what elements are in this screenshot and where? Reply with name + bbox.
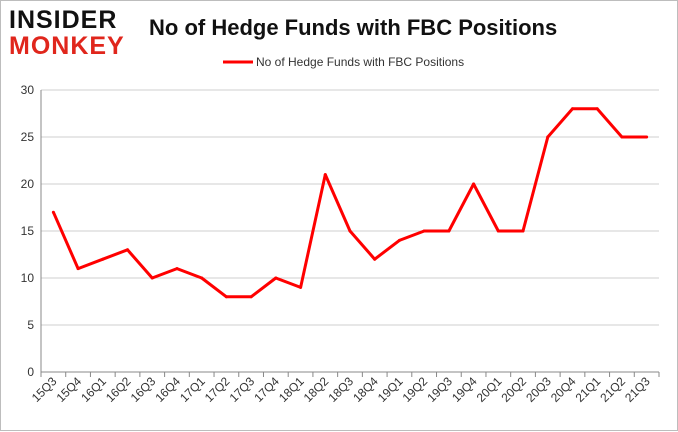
data-point <box>224 295 228 299</box>
x-tick-label: 16Q2 <box>103 374 134 405</box>
x-tick-label: 18Q3 <box>325 374 356 405</box>
x-tick-label: 18Q1 <box>276 374 307 405</box>
x-tick-label: 16Q1 <box>78 374 109 405</box>
data-point <box>472 182 476 186</box>
x-tick-label: 20Q3 <box>523 374 554 405</box>
grid-layer <box>41 89 659 326</box>
x-tick-label: 17Q1 <box>177 374 208 405</box>
data-point <box>299 285 303 289</box>
x-tick-label: 20Q1 <box>474 374 505 405</box>
data-point <box>570 107 574 111</box>
data-point <box>521 229 525 233</box>
data-point <box>496 229 500 233</box>
y-tick-label: 0 <box>27 365 34 379</box>
x-tick-label: 17Q2 <box>202 374 233 405</box>
y-tick-label: 30 <box>21 83 35 97</box>
data-point <box>51 210 55 214</box>
data-point <box>645 135 649 139</box>
logo-line-2: MONKEY <box>9 32 125 60</box>
legend-label: No of Hedge Funds with FBC Positions <box>256 55 464 69</box>
data-point <box>175 267 179 271</box>
x-tick-label: 19Q1 <box>375 374 406 405</box>
x-tick-label: 19Q2 <box>400 374 431 405</box>
logo-line-1: INSIDER <box>9 6 118 34</box>
axis-layer: 05101520253015Q315Q416Q116Q216Q316Q417Q1… <box>21 83 660 405</box>
data-point <box>595 107 599 111</box>
insider-monkey-logo: INSIDER MONKEY <box>9 7 125 59</box>
data-point <box>200 276 204 280</box>
x-tick-label: 20Q4 <box>548 374 579 405</box>
data-point <box>348 229 352 233</box>
data-point <box>447 229 451 233</box>
x-tick-label: 16Q4 <box>152 374 183 405</box>
y-tick-label: 10 <box>21 271 35 285</box>
x-tick-label: 20Q2 <box>499 374 530 405</box>
x-tick-label: 17Q3 <box>227 374 258 405</box>
data-point <box>150 276 154 280</box>
x-tick-label: 19Q4 <box>449 374 480 405</box>
data-point <box>76 267 80 271</box>
legend: No of Hedge Funds with FBC Positions <box>223 55 464 69</box>
y-tick-label: 25 <box>21 130 35 144</box>
x-tick-label: 21Q1 <box>573 374 604 405</box>
data-point <box>126 248 130 252</box>
chart-title: No of Hedge Funds with FBC Positions <box>149 15 558 40</box>
x-tick-label: 15Q4 <box>54 374 85 405</box>
x-tick-label: 18Q2 <box>301 374 332 405</box>
series-layer <box>51 107 649 299</box>
data-point <box>101 257 105 261</box>
data-point <box>274 276 278 280</box>
data-point <box>323 173 327 177</box>
x-tick-label: 21Q3 <box>622 374 653 405</box>
x-tick-label: 17Q4 <box>251 374 282 405</box>
x-tick-label: 19Q3 <box>424 374 455 405</box>
data-point <box>422 229 426 233</box>
data-point <box>397 238 401 242</box>
y-tick-label: 5 <box>27 318 34 332</box>
data-point <box>620 135 624 139</box>
data-point <box>373 257 377 261</box>
data-point <box>249 295 253 299</box>
y-tick-label: 15 <box>21 224 35 238</box>
x-tick-label: 21Q2 <box>597 374 628 405</box>
y-tick-label: 20 <box>21 177 35 191</box>
x-tick-label: 16Q3 <box>128 374 159 405</box>
data-point <box>546 135 550 139</box>
x-tick-label: 18Q4 <box>350 374 381 405</box>
